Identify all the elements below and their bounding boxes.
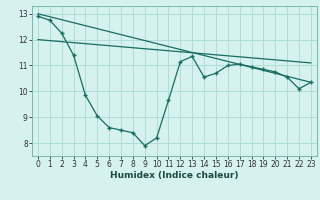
X-axis label: Humidex (Indice chaleur): Humidex (Indice chaleur)	[110, 171, 239, 180]
